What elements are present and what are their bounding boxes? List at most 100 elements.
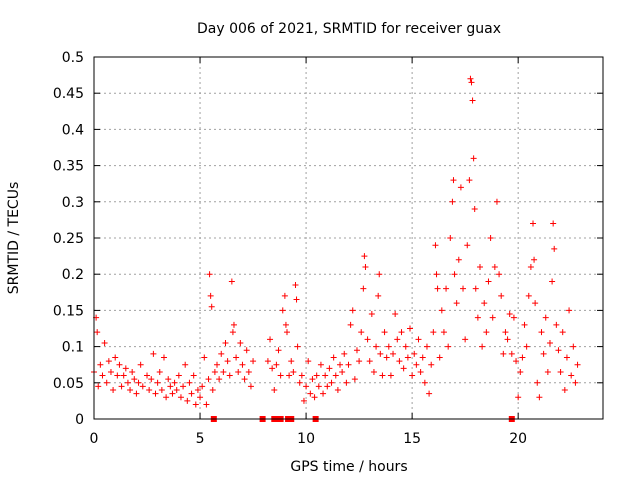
data-point — [163, 394, 170, 401]
data-point — [186, 379, 193, 386]
data-point — [455, 256, 462, 263]
data-point — [396, 358, 403, 365]
data-point — [411, 350, 418, 357]
data-point — [559, 329, 566, 336]
data-point — [199, 383, 206, 390]
data-point — [211, 368, 218, 375]
data-point — [298, 372, 305, 379]
data-point — [364, 336, 371, 343]
data-point — [156, 368, 163, 375]
data-point — [208, 303, 215, 310]
data-point — [409, 372, 416, 379]
data-point — [513, 358, 520, 365]
data-point — [426, 390, 433, 397]
data-point — [419, 354, 426, 361]
data-point — [300, 397, 307, 404]
data-point — [563, 354, 570, 361]
data-point — [487, 235, 494, 241]
data-point — [114, 372, 121, 379]
data-point — [421, 379, 428, 386]
data-point — [112, 354, 119, 361]
data-point — [317, 361, 324, 368]
data-point — [447, 235, 454, 241]
data-point — [296, 379, 303, 386]
data-point — [122, 365, 129, 372]
data-point — [474, 314, 481, 321]
data-point — [472, 285, 479, 292]
data-point — [197, 394, 204, 401]
data-point — [127, 387, 134, 394]
data-point — [337, 361, 344, 368]
data-point — [269, 365, 276, 372]
y-tick-label: 0.15 — [53, 303, 84, 319]
data-point — [229, 329, 236, 336]
data-point — [309, 376, 316, 383]
data-point — [500, 350, 507, 357]
data-point — [481, 300, 488, 307]
data-point — [105, 358, 112, 365]
data-point — [148, 376, 155, 383]
data-point — [557, 368, 564, 375]
data-point — [430, 329, 437, 336]
data-point — [540, 350, 547, 357]
data-point — [313, 372, 320, 379]
data-point — [171, 379, 178, 386]
data-point — [476, 263, 483, 270]
data-point — [273, 361, 280, 368]
data-point — [228, 278, 235, 285]
data-point — [173, 387, 180, 394]
data-point — [345, 361, 352, 368]
data-point — [334, 387, 341, 394]
data-point — [434, 285, 441, 292]
data-point — [131, 376, 138, 383]
data-point — [433, 271, 440, 278]
data-point — [489, 314, 496, 321]
data-point — [479, 343, 486, 350]
data-point — [146, 387, 153, 394]
data-point — [286, 372, 293, 379]
data-point — [101, 339, 108, 346]
data-point — [241, 376, 248, 383]
data-point — [449, 198, 456, 205]
data-point — [203, 401, 210, 408]
data-point — [339, 368, 346, 375]
data-point — [572, 379, 579, 386]
data-point — [307, 390, 314, 397]
data-point — [527, 263, 534, 270]
data-point — [428, 361, 435, 368]
x-tick-label: 5 — [196, 431, 205, 447]
data-points — [91, 75, 581, 408]
data-point — [294, 343, 301, 350]
y-tick-label: 0 — [75, 412, 84, 428]
y-tick-label: 0.5 — [62, 50, 84, 66]
data-point — [485, 278, 492, 285]
data-point — [467, 75, 474, 82]
data-point — [192, 401, 199, 408]
data-point — [311, 394, 318, 401]
data-point — [498, 292, 505, 299]
data-point — [94, 329, 101, 336]
data-point — [561, 387, 568, 394]
data-point — [471, 206, 478, 213]
data-point — [491, 263, 498, 270]
data-point — [322, 372, 329, 379]
data-point — [532, 300, 539, 307]
x-tick-label: 15 — [403, 431, 421, 447]
data-point — [390, 350, 397, 357]
data-point — [553, 321, 560, 328]
data-point — [440, 329, 447, 336]
data-point — [190, 372, 197, 379]
data-point — [330, 354, 337, 361]
data-point — [135, 379, 142, 386]
data-point — [542, 314, 549, 321]
data-point — [379, 372, 386, 379]
data-point — [133, 390, 140, 397]
data-point — [124, 379, 131, 386]
y-tick-label: 0.2 — [62, 267, 84, 283]
data-point — [209, 387, 216, 394]
data-point — [423, 343, 430, 350]
data-point — [506, 311, 513, 318]
data-point — [103, 379, 110, 386]
data-point — [245, 368, 252, 375]
